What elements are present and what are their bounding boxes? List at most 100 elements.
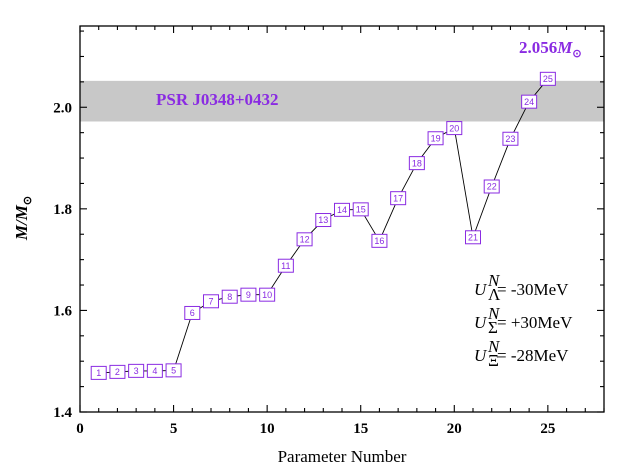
data-point-label: 3 [134,366,139,376]
data-point-label: 12 [300,235,310,245]
data-point-label: 20 [449,123,459,133]
data-point-label: 5 [171,366,176,376]
x-tick-label: 5 [170,421,178,437]
data-point-box [315,213,332,228]
max-mass-annotation: 2.056M⊙ [519,38,582,60]
x-tick-label: 0 [76,421,84,437]
max-mass-sub: ⊙ [572,48,581,60]
y-ticks: 1.4 1.6 1.8 2.0 [53,30,604,421]
data-point-label: 9 [246,290,251,300]
data-point: 19 [427,131,444,146]
legend-value: = -28MeV [497,346,569,365]
data-point: 14 [334,202,350,217]
data-point-label: 8 [227,292,232,302]
data-point: 22 [483,179,500,194]
data-point: 1 [90,365,107,380]
legend-entry: U NΛ= -30MeV [474,271,569,304]
data-point-box [165,363,182,378]
data-point-label: 11 [281,261,290,271]
data-point-box [502,131,519,146]
data-point-label: 19 [431,133,441,143]
data-point: 5 [165,363,182,378]
data-point-box [352,202,369,217]
data-point-label: 1 [96,368,101,378]
data-point-box [296,232,313,247]
data-point-label: 7 [208,296,213,306]
data-point: 15 [352,202,369,217]
y-axis-title: M/M⊙ [12,196,34,241]
data-point-box [128,363,145,378]
legend-superscript: N [487,304,501,323]
data-point: 6 [184,305,201,320]
legend-subscript: Σ [488,318,498,337]
data-point-box [446,121,463,136]
data-point-box [90,365,107,380]
data-point-label: 15 [356,205,366,215]
legend-value: = +30MeV [497,313,573,332]
data-point-box [465,230,481,245]
data-point-box [203,294,219,309]
x-tick-label: 25 [540,421,555,437]
data-point: 18 [408,156,425,171]
legend-symbol: U [474,313,488,332]
legend-superscript: N [487,337,501,356]
data-point-box [483,179,500,194]
data-point-box [240,287,257,302]
data-point-box [521,94,538,109]
y-tick-label: 2.0 [53,100,72,116]
data-point-box [334,202,350,217]
data-point: 23 [502,131,519,146]
data-point-label: 24 [524,97,534,107]
data-point-label: 6 [190,308,195,318]
x-tick-label: 20 [447,421,462,437]
data-point-box [427,131,444,146]
legend-symbol: U [474,280,488,299]
psr-band [80,80,604,122]
data-point-label: 16 [374,236,384,246]
plot-frame [79,25,605,413]
data-point-box [539,71,556,86]
data-point: 17 [390,191,407,206]
x-tick-label: 10 [260,421,275,437]
data-point-label: 10 [262,290,272,300]
data-point-box [184,305,201,320]
y-axis-title-sub: ⊙ [22,196,34,205]
data-point-label: 25 [543,74,553,84]
data-point: 8 [221,289,238,304]
legend-symbol: U [474,346,488,365]
data-point-label: 22 [487,182,497,192]
data-point: 7 [203,294,219,309]
legend-value: = -30MeV [497,280,569,299]
data-point-box [146,363,163,378]
data-point-label: 21 [468,232,478,242]
data-point-box [390,191,407,206]
y-tick-label: 1.4 [53,405,72,421]
data-point-box [259,287,276,302]
data-point-box [221,289,238,304]
data-point: 9 [240,287,257,302]
x-axis-title: Parameter Number [278,447,407,466]
data-point-label: 13 [318,215,328,225]
data-point-box [408,156,425,171]
data-point: 11 [277,258,294,273]
data-point-label: 18 [412,158,422,168]
data-point-box [371,233,388,248]
data-point-label: 23 [505,134,515,144]
data-point-box [277,258,294,273]
data-point: 13 [315,213,332,228]
band-label: PSR J0348+0432 [156,90,279,109]
data-point: 4 [146,363,163,378]
data-point-label: 2 [115,367,120,377]
data-point-label: 17 [393,193,403,203]
y-tick-label: 1.6 [53,303,72,319]
legend-entry: U NΞ= -28MeV [474,337,569,370]
data-point: 2 [109,364,126,379]
data-point: 12 [296,232,313,247]
data-point: 25 [539,71,556,86]
max-mass-symbol: M [556,38,573,57]
max-mass-value: 2.056 [519,38,557,57]
data-point: 3 [128,363,145,378]
y-axis-title-main: M/M [12,204,31,241]
